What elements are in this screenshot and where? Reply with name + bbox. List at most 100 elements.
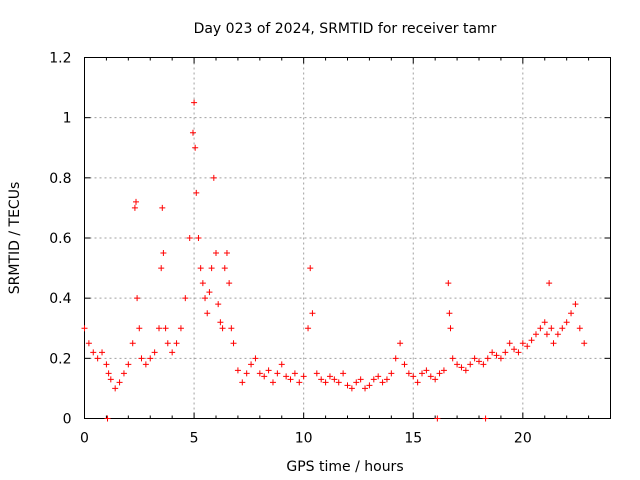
data-point [147, 355, 154, 362]
data-point [537, 325, 544, 332]
data-point [192, 144, 199, 151]
data-point [467, 361, 474, 368]
data-point [366, 382, 373, 389]
data-point [94, 355, 101, 362]
data-point [269, 379, 276, 386]
data-point [158, 265, 165, 272]
data-point [169, 349, 176, 356]
data-point [388, 370, 395, 377]
data-point [136, 325, 143, 332]
chart-title: Day 023 of 2024, SRMTID for receiver tam… [194, 21, 497, 37]
data-point [419, 370, 426, 377]
data-point [362, 385, 369, 392]
data-point [423, 367, 430, 374]
data-point [197, 265, 204, 272]
data-point [454, 361, 461, 368]
data-point [546, 280, 553, 287]
data-point [186, 235, 193, 241]
data-point [554, 331, 561, 338]
data-point [410, 373, 417, 380]
data-point [195, 235, 202, 241]
data-point [193, 189, 200, 196]
data-point [243, 370, 250, 377]
data-point [199, 280, 206, 287]
data-point [458, 364, 465, 371]
data-point [462, 367, 469, 374]
data-point [151, 349, 158, 356]
y-tick-label: 0.8 [49, 171, 71, 187]
data-point [541, 319, 548, 326]
data-point [484, 355, 491, 362]
data-point [436, 370, 443, 377]
data-point [331, 376, 338, 383]
data-point [226, 280, 233, 287]
data-point [164, 340, 171, 347]
data-point [300, 373, 307, 380]
data-point [335, 379, 342, 386]
data-point [383, 376, 390, 383]
data-point [208, 265, 215, 272]
data-point [189, 129, 196, 136]
data-point [489, 349, 496, 356]
data-point [129, 340, 136, 347]
data-point [471, 355, 478, 362]
data-point [182, 295, 189, 302]
x-axis: 0 5 10 15 20 [80, 57, 590, 447]
data-point [563, 319, 570, 326]
data-point [125, 361, 132, 368]
x-tick-label: 0 [80, 431, 89, 447]
data-point [206, 289, 213, 296]
data-point [497, 355, 504, 362]
data-point [217, 319, 224, 326]
data-point [85, 340, 92, 347]
data-point [434, 415, 441, 422]
data-point [309, 310, 316, 317]
y-tick-label: 0.6 [49, 231, 71, 247]
data-point [177, 325, 184, 332]
y-tick-label: 0 [63, 412, 72, 428]
data-point [482, 415, 489, 422]
data-point [104, 415, 111, 422]
data-point [405, 370, 412, 377]
data-point [230, 340, 237, 347]
data-point [502, 349, 509, 356]
data-point [576, 325, 583, 332]
data-point [142, 361, 149, 368]
data-point [291, 370, 298, 377]
data-point [116, 379, 123, 386]
data-point [278, 361, 285, 368]
data-point [543, 331, 550, 338]
data-points [81, 99, 588, 422]
data-point [375, 373, 382, 380]
y-axis: 0 0.2 0.4 0.6 0.8 1 1.2 [49, 51, 611, 428]
data-point [506, 340, 513, 347]
data-point [326, 373, 333, 380]
data-point [219, 325, 226, 332]
data-point [296, 379, 303, 386]
data-point [550, 340, 557, 347]
grid [84, 57, 611, 419]
data-point [357, 376, 364, 383]
data-point [283, 373, 290, 380]
data-point [112, 385, 119, 392]
data-point [440, 367, 447, 374]
data-point [348, 385, 355, 392]
data-point [449, 355, 456, 362]
y-tick-label: 1 [63, 111, 72, 127]
data-point [261, 373, 268, 380]
data-point [107, 376, 114, 383]
y-tick-label: 0.4 [49, 291, 71, 307]
data-point [234, 367, 241, 374]
x-tick-label: 20 [514, 431, 532, 447]
data-point [287, 376, 294, 383]
data-point [353, 379, 360, 386]
data-point [432, 376, 439, 383]
data-point [515, 349, 522, 356]
y-tick-label: 0.2 [49, 351, 71, 367]
x-tick-label: 10 [295, 431, 313, 447]
data-point [162, 325, 169, 332]
data-point [160, 250, 167, 257]
data-point [344, 382, 351, 389]
data-point [392, 355, 399, 362]
